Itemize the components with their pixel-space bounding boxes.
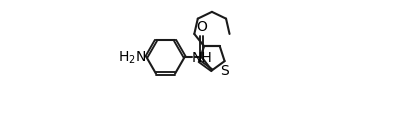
Text: H$_2$N: H$_2$N [118, 49, 146, 66]
Text: O: O [196, 19, 207, 33]
Text: NH: NH [192, 51, 213, 64]
Text: S: S [220, 64, 228, 78]
